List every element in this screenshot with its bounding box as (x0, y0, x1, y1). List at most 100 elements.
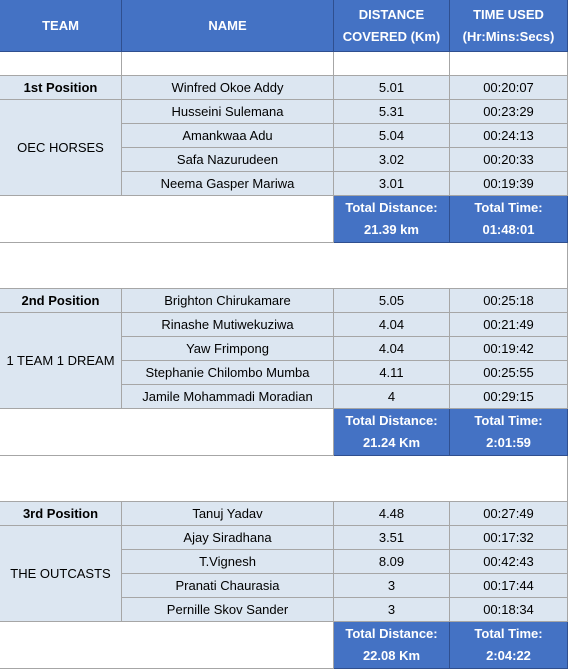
position-cell-text: 3rd Position (22, 505, 99, 521)
member-distance: 3 (334, 574, 450, 598)
member-distance: 4 (334, 385, 450, 409)
member-time: 00:24:13 (450, 124, 568, 148)
member-name: Amankwaa Adu (122, 124, 334, 148)
total-time-text: Total Time: (474, 626, 543, 641)
total-time-text: Total Time: (474, 413, 543, 428)
member-distance-text: 8.09 (378, 553, 405, 569)
member-name: Neema Gasper Mariwa (122, 172, 334, 196)
member-time-text: 00:42:43 (483, 553, 534, 569)
total-distance: Total Distance: 22.08 Km (334, 622, 450, 669)
total-distance-text: Total Distance: (345, 413, 438, 428)
position-cell: 3rd Position (0, 502, 122, 526)
blank-cell (0, 622, 334, 669)
team-cell-text: 1 TEAM 1 DREAM (6, 352, 115, 368)
member-distance: 3.02 (334, 148, 450, 172)
member-distance-text: 4 (387, 388, 396, 404)
member-distance-text: 5.04 (378, 127, 405, 143)
member-distance: 5.04 (334, 124, 450, 148)
member-time: 00:17:44 (450, 574, 568, 598)
member-time-text: 00:24:13 (483, 127, 534, 143)
member-name-text: Brighton Chirukamare (164, 292, 291, 308)
header-cell: TIME USED (Hr:Mins:Secs) (450, 0, 568, 52)
member-distance-text: 5.01 (378, 79, 405, 95)
blank-cell (334, 52, 450, 76)
member-time: 00:25:55 (450, 361, 568, 385)
gap-row (0, 456, 568, 502)
total-distance: Total Distance: 21.39 km (334, 196, 450, 243)
member-time: 00:20:33 (450, 148, 568, 172)
member-name: Stephanie Chilombo Mumba (122, 361, 334, 385)
member-time-text: 00:20:33 (483, 151, 534, 167)
total-time-text: 2:01:59 (486, 435, 531, 450)
member-name-text: Yaw Frimpong (186, 340, 269, 356)
total-time-text: 2:04:22 (486, 648, 531, 663)
member-distance: 5.05 (334, 289, 450, 313)
total-distance-text: Total Distance: (345, 200, 438, 215)
total-time-text: Total Time: (474, 200, 543, 215)
member-name: Brighton Chirukamare (122, 289, 334, 313)
member-distance: 3.51 (334, 526, 450, 550)
member-time: 00:23:29 (450, 100, 568, 124)
member-time: 00:19:39 (450, 172, 568, 196)
member-name-text: Amankwaa Adu (182, 127, 273, 143)
member-time: 00:17:32 (450, 526, 568, 550)
blank-cell (0, 196, 334, 243)
member-time-text: 00:19:39 (483, 175, 534, 191)
member-time: 00:21:49 (450, 313, 568, 337)
member-time-text: 00:27:49 (483, 505, 534, 521)
member-distance: 4.11 (334, 361, 450, 385)
member-distance-text: 4.48 (378, 505, 405, 521)
member-time-text: 00:23:29 (483, 103, 534, 119)
member-time-text: 00:29:15 (483, 388, 534, 404)
member-name: Ajay Siradhana (122, 526, 334, 550)
member-distance-text: 3.51 (378, 529, 405, 545)
member-name: Safa Nazurudeen (122, 148, 334, 172)
member-distance-text: 5.31 (378, 103, 405, 119)
team-cell: OEC HORSES (0, 100, 122, 196)
member-distance: 5.01 (334, 76, 450, 100)
total-distance-text: 22.08 Km (362, 648, 421, 663)
member-time: 00:25:18 (450, 289, 568, 313)
member-time-text: 00:19:42 (483, 340, 534, 356)
member-name: T.Vignesh (122, 550, 334, 574)
member-name-text: Tanuj Yadav (192, 505, 263, 521)
member-time: 00:27:49 (450, 502, 568, 526)
member-name: Rinashe Mutiwekuziwa (122, 313, 334, 337)
member-distance: 4.04 (334, 337, 450, 361)
header-cell-text: NAME (208, 17, 247, 33)
blank-cell (450, 52, 568, 76)
team-cell: 1 TEAM 1 DREAM (0, 313, 122, 409)
team-cell-text: OEC HORSES (17, 139, 104, 155)
member-time: 00:42:43 (450, 550, 568, 574)
member-distance-text: 3 (387, 577, 396, 593)
member-time-text: 00:17:32 (483, 529, 534, 545)
header-cell: TEAM (0, 0, 122, 52)
member-name-text: T.Vignesh (199, 553, 256, 569)
header-cell-text: DISTANCE COVERED (Km) (342, 6, 441, 44)
member-name-text: Winfred Okoe Addy (171, 79, 284, 95)
member-distance: 4.04 (334, 313, 450, 337)
total-distance-text: Total Distance: (345, 626, 438, 641)
team-cell: THE OUTCASTS (0, 526, 122, 622)
member-name: Tanuj Yadav (122, 502, 334, 526)
member-time-text: 00:21:49 (483, 316, 534, 332)
member-distance: 4.48 (334, 502, 450, 526)
member-distance-text: 4.04 (378, 340, 405, 356)
member-time-text: 00:17:44 (483, 577, 534, 593)
member-distance-text: 4.11 (379, 364, 404, 380)
member-distance-text: 5.05 (378, 292, 405, 308)
member-name-text: Pranati Chaurasia (175, 577, 280, 593)
member-name-text: Rinashe Mutiwekuziwa (161, 316, 294, 332)
member-time: 00:20:07 (450, 76, 568, 100)
member-distance: 3 (334, 598, 450, 622)
member-name: Pranati Chaurasia (122, 574, 334, 598)
header-cell: DISTANCE COVERED (Km) (334, 0, 450, 52)
header-cell: NAME (122, 0, 334, 52)
header-cell-text: TEAM (42, 17, 79, 33)
member-name-text: Pernille Skov Sander (166, 601, 289, 617)
member-distance: 8.09 (334, 550, 450, 574)
member-distance-text: 3.01 (378, 175, 405, 191)
position-cell: 2nd Position (0, 289, 122, 313)
member-name: Winfred Okoe Addy (122, 76, 334, 100)
